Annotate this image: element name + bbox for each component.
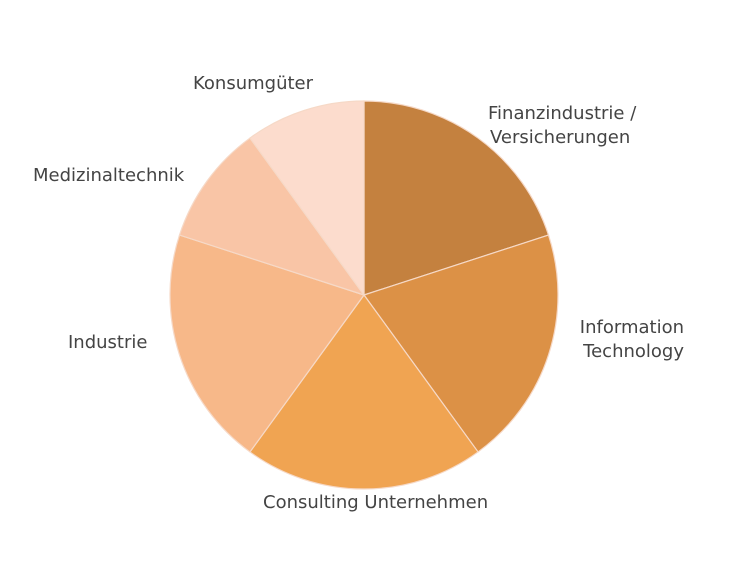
label-information-technology: Information Technology [566, 316, 684, 364]
label-finanzindustrie: Finanzindustrie / Versicherungen [488, 102, 636, 150]
slice-medizinaltechnik [178, 137, 366, 297]
label-it-line1: Information [579, 317, 684, 338]
label-finanzindustrie-line1: Finanzindustrie / [488, 103, 637, 124]
label-industrie: Industrie [68, 332, 148, 353]
slice-consulting [249, 293, 479, 490]
label-consulting: Consulting Unternehmen [263, 492, 489, 513]
slice-information-technology [363, 234, 559, 453]
label-finanzindustrie-line2: Versicherungen [490, 127, 631, 148]
slice-konsumgueter [249, 100, 365, 297]
slice-finanzindustrie [363, 100, 550, 296]
label-konsumgueter: Konsumgüter [193, 73, 314, 94]
label-medizinaltechnik: Medizinaltechnik [33, 165, 185, 186]
slice-industrie [169, 234, 365, 453]
label-it-line2: Technology [583, 341, 684, 362]
